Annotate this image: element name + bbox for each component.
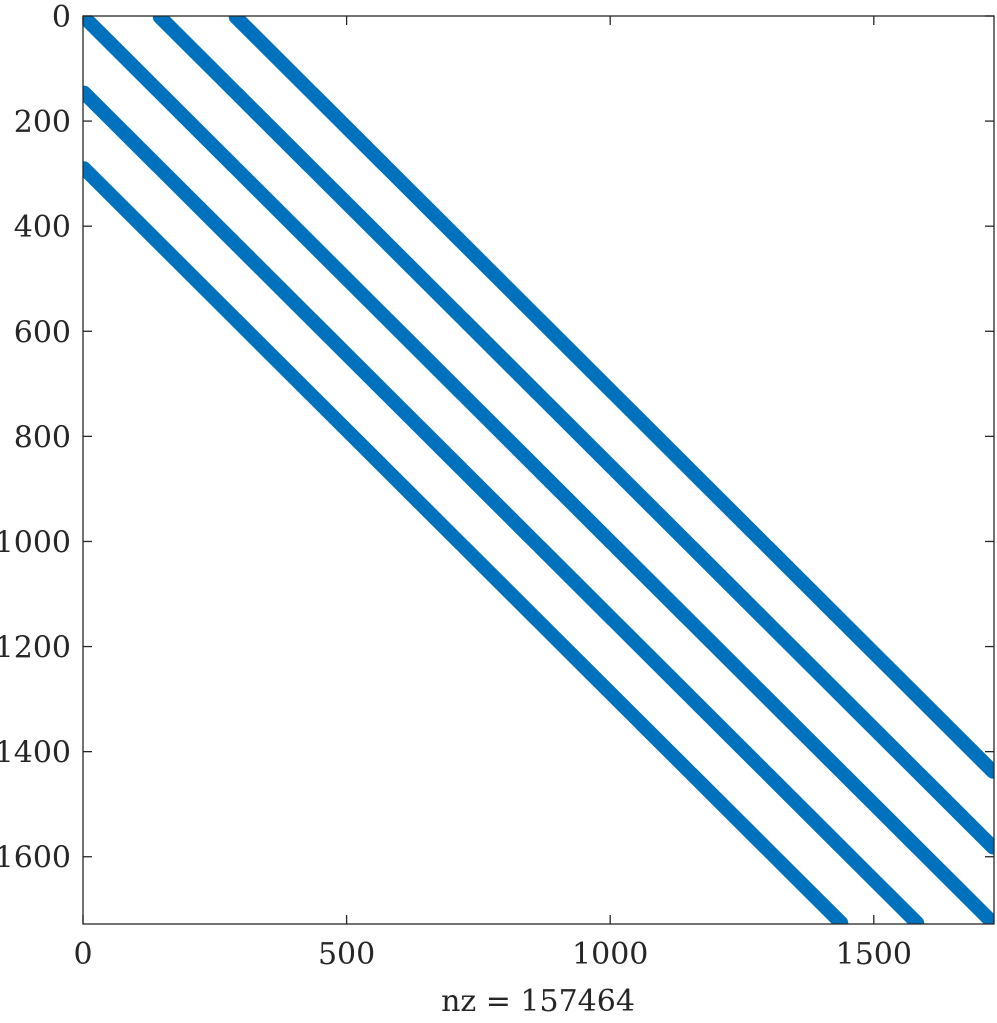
y-tick-label: 800 [14, 420, 71, 455]
band-segment [456, 388, 545, 477]
band-segment [228, 85, 317, 174]
x-axis-label: nz = 157464 [441, 984, 635, 1019]
band-segment [532, 615, 621, 704]
band-segment [836, 690, 925, 779]
y-tick-label: 200 [14, 105, 71, 140]
y-tick-label: 1200 [0, 631, 71, 666]
y-tick-label: 400 [14, 210, 71, 245]
band-segment [684, 766, 773, 855]
band-segment [836, 766, 925, 855]
band-segment [304, 236, 393, 325]
band-segment [760, 690, 849, 779]
x-tick-label: 1000 [572, 937, 648, 972]
band-segment [228, 16, 317, 98]
x-tick-label: 0 [73, 937, 92, 972]
y-tick-labels: 0 200 400 600 800 1000 1200 1400 1600 [0, 0, 71, 876]
x-tick-labels: 0 500 1000 1500 [73, 937, 912, 972]
band-segment [380, 388, 469, 477]
axes-frame [82, 15, 995, 925]
band-segment [456, 539, 545, 628]
band-segment [304, 161, 393, 250]
x-tick-label: 500 [318, 937, 375, 972]
band-segment [836, 615, 925, 704]
band-segment [684, 539, 773, 628]
band-segment [912, 766, 994, 855]
band-segment [228, 312, 317, 401]
band-segment [760, 842, 849, 924]
band-segment [304, 85, 393, 174]
band-segment [608, 690, 697, 779]
band-segment [152, 85, 241, 174]
band-segment [760, 615, 849, 704]
band-segment [380, 161, 469, 250]
band-segment [532, 388, 621, 477]
band-segment [912, 690, 994, 779]
band-segment [152, 161, 241, 250]
band-segment [304, 388, 393, 477]
band-segment [456, 312, 545, 401]
axis-ticks [82, 15, 994, 924]
band-segment [83, 161, 165, 250]
band-segment [532, 463, 621, 552]
band-segment [380, 463, 469, 552]
band-segment [684, 463, 773, 552]
band-segment [83, 16, 165, 98]
band-segment [608, 539, 697, 628]
band-segment [684, 615, 773, 704]
band-segment [228, 161, 317, 250]
band-segment [228, 236, 317, 325]
band-segment [608, 615, 697, 704]
band-segment [532, 312, 621, 401]
band-segment [304, 312, 393, 401]
band-segment [456, 463, 545, 552]
band-segment [760, 539, 849, 628]
band-segment [152, 236, 241, 325]
band-segment [760, 766, 849, 855]
y-tick-label: 1400 [0, 736, 71, 771]
nonzero-bands [83, 16, 994, 924]
x-tick-label: 1500 [836, 937, 912, 972]
band-segment [608, 388, 697, 477]
band-segment [608, 463, 697, 552]
band-segment [532, 539, 621, 628]
y-tick-label: 0 [52, 0, 71, 35]
band-segment [152, 16, 241, 98]
band-segment [380, 312, 469, 401]
y-tick-label: 1600 [0, 841, 71, 876]
band-segment [912, 842, 994, 924]
band-segment [836, 842, 925, 924]
band-segment [83, 85, 165, 174]
y-tick-label: 1000 [0, 525, 71, 560]
band-segment [684, 690, 773, 779]
y-tick-label: 600 [14, 315, 71, 350]
band-segment [456, 236, 545, 325]
band-segment [380, 236, 469, 325]
